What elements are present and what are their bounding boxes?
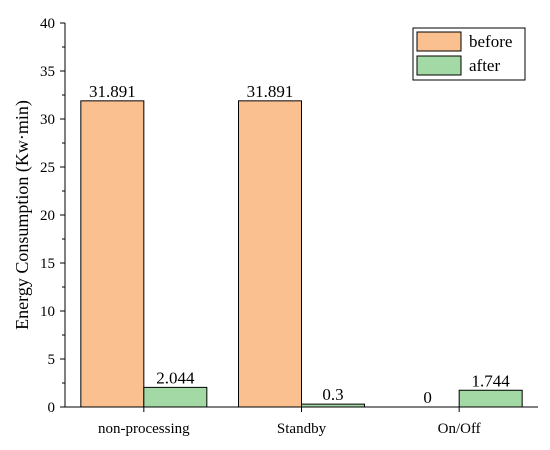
y-tick-label: 30 (40, 112, 55, 128)
y-tick-label: 20 (40, 208, 55, 224)
y-tick-label: 35 (40, 64, 55, 80)
chart-marks: 31.891 2.044 31.891 0.3 0 1.744 (80, 82, 523, 408)
x-axis-ticks: non-processing Standby On/Off (98, 407, 481, 437)
x-tick-label: Standby (277, 421, 327, 437)
legend-swatch-after (416, 55, 462, 76)
x-tick-label: non-processing (98, 421, 190, 437)
legend-swatch-before (416, 31, 462, 52)
data-label: 31.891 (89, 82, 136, 101)
y-tick-label: 5 (48, 352, 56, 368)
y-axis-ticks: 0 5 10 15 20 25 30 35 40 (40, 16, 65, 416)
x-tick-label: On/Off (438, 421, 481, 437)
bar-after (143, 386, 208, 408)
y-axis-title: Energy Consumption (Kw·min) (12, 100, 33, 330)
y-tick-label: 25 (40, 160, 55, 176)
legend-label-after: after (469, 56, 500, 75)
y-tick-label: 15 (40, 256, 55, 272)
y-tick-label: 40 (40, 16, 55, 32)
data-label: 2.044 (156, 368, 195, 387)
y-tick-label: 10 (40, 304, 55, 320)
data-label: 1.744 (472, 371, 511, 390)
data-label: 0 (423, 388, 432, 407)
legend-label-before: before (469, 32, 512, 51)
bar-before (80, 100, 145, 408)
data-label: 0.3 (322, 385, 343, 404)
y-tick-label: 0 (48, 400, 56, 416)
legend: before after (412, 27, 526, 81)
data-label: 31.891 (247, 82, 294, 101)
bar-after (458, 389, 523, 408)
bar-before (238, 100, 302, 408)
